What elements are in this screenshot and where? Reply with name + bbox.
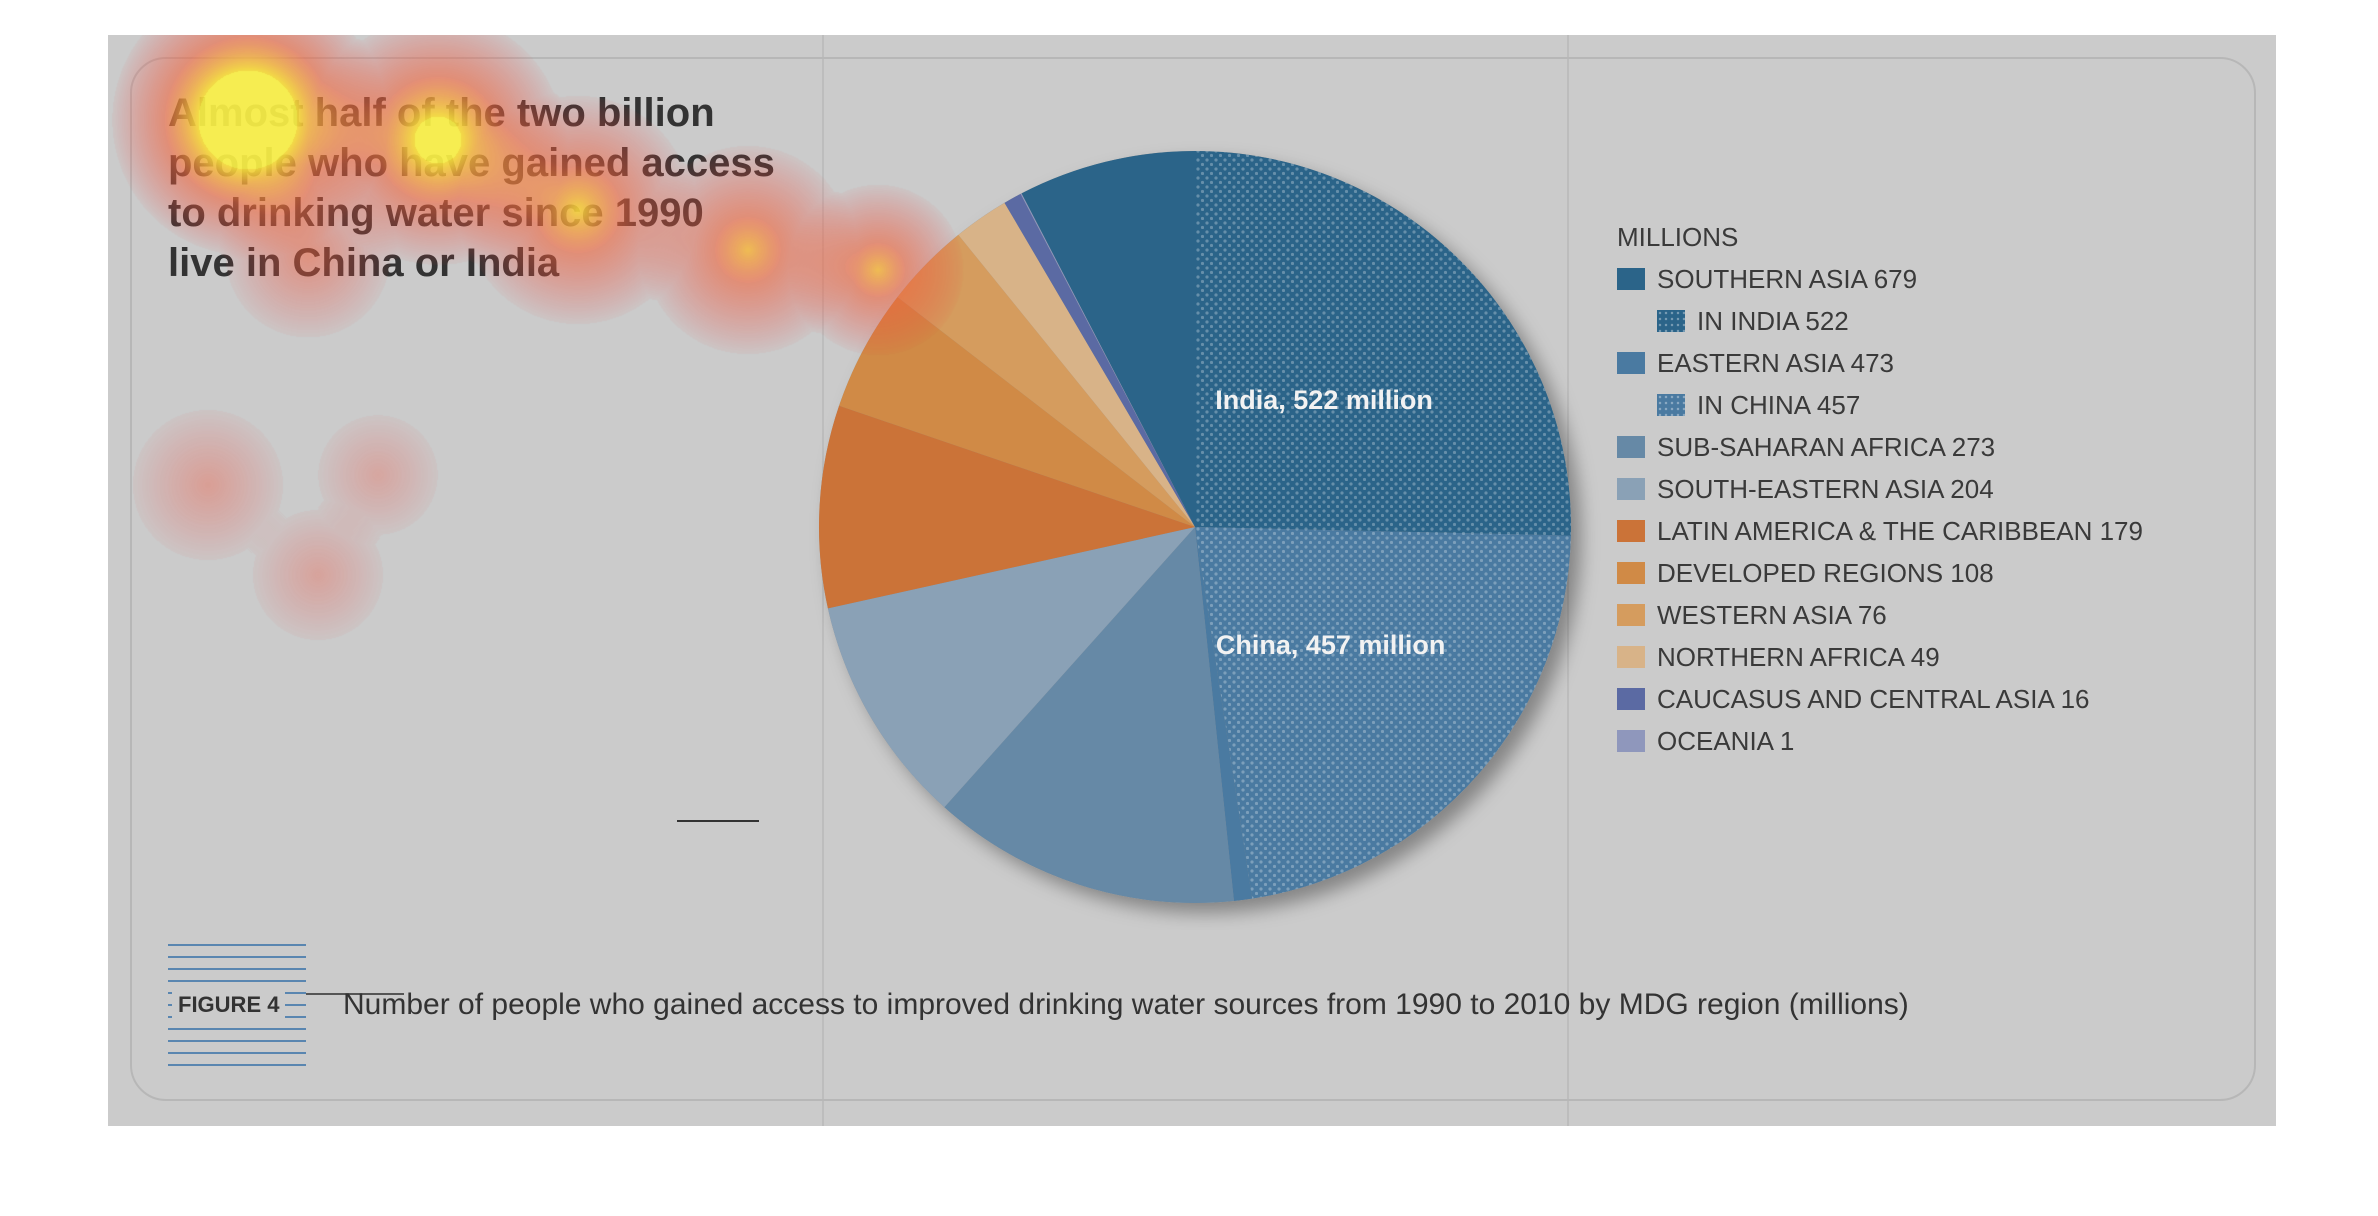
legend-swatch (1617, 520, 1645, 542)
legend-swatch (1617, 478, 1645, 500)
legend-swatch (1617, 646, 1645, 668)
legend-label: EASTERN ASIA 473 (1657, 348, 1895, 378)
headline-line: people who have gained access (168, 141, 775, 185)
pie-slice-label: China, 457 million (1216, 630, 1446, 660)
headline-line: live in China or India (168, 241, 560, 285)
legend-swatch (1617, 352, 1645, 374)
legend-swatch (1617, 730, 1645, 752)
pie-slice-texture-in-china (1195, 527, 1571, 899)
headline: Almost half of the two billion people wh… (168, 88, 868, 288)
legend-label: OCEANIA 1 (1657, 726, 1795, 756)
legend-label: SUB-SAHARAN AFRICA 273 (1657, 432, 1996, 462)
headline-line: Almost half of the two billion (168, 91, 715, 135)
legend-label: IN INDIA 522 (1697, 306, 1849, 336)
legend-label: IN CHINA 457 (1697, 390, 1861, 420)
pie-chart: India, 522 million China, 457 million (819, 151, 1571, 903)
legend-label: WESTERN ASIA 76 (1657, 600, 1887, 630)
legend-swatch (1617, 688, 1645, 710)
figure-caption: Number of people who gained access to im… (343, 988, 1909, 1021)
legend-swatch (1617, 562, 1645, 584)
legend-swatch (1617, 604, 1645, 626)
legend-label: NORTHERN AFRICA 49 (1657, 642, 1940, 672)
divider-line (677, 820, 759, 822)
legend-swatch (1617, 436, 1645, 458)
legend-swatch (1657, 394, 1685, 416)
legend-label: DEVELOPED REGIONS 108 (1657, 558, 1994, 588)
legend-swatch (1657, 310, 1685, 332)
legend-swatch (1617, 268, 1645, 290)
legend-label: SOUTH-EASTERN ASIA 204 (1657, 474, 1994, 504)
legend-title: MILLIONS (1617, 222, 1739, 252)
legend-label: CAUCASUS AND CENTRAL ASIA 16 (1657, 684, 2090, 714)
pie-slice-label: India, 522 million (1215, 385, 1433, 415)
headline-line: to drinking water since 1990 (168, 191, 704, 235)
pie-slice-texture-in-india (1195, 151, 1571, 536)
figure-label: FIGURE 4 (172, 990, 286, 1020)
legend-label: SOUTHERN ASIA 679 (1657, 264, 1918, 294)
legend-label: LATIN AMERICA & THE CARIBBEAN 179 (1657, 516, 2143, 546)
